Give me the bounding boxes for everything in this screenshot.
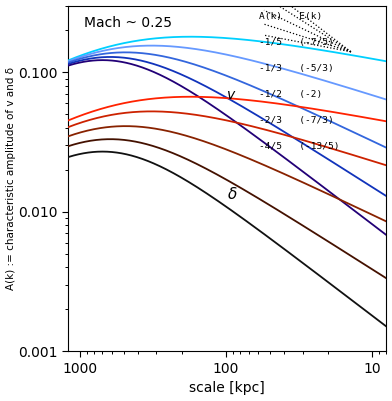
- X-axis label: scale [kpc]: scale [kpc]: [189, 381, 265, 395]
- Text: v: v: [227, 88, 236, 102]
- Text: -2/3   (-7/3): -2/3 (-7/3): [259, 116, 334, 125]
- Text: -1/5   (-7/5): -1/5 (-7/5): [259, 38, 334, 47]
- Text: -1/2   (-2): -1/2 (-2): [259, 90, 322, 99]
- Y-axis label: A(k) := characteristic amplitude of v and δ: A(k) := characteristic amplitude of v an…: [5, 67, 16, 290]
- Text: Mach ~ 0.25: Mach ~ 0.25: [84, 16, 172, 30]
- Text: A(k)   E(k): A(k) E(k): [259, 12, 322, 22]
- Text: -4/5   (-13/5): -4/5 (-13/5): [259, 142, 339, 151]
- Text: $\delta$: $\delta$: [227, 186, 238, 202]
- Text: -1/3   (-5/3): -1/3 (-5/3): [259, 65, 334, 73]
